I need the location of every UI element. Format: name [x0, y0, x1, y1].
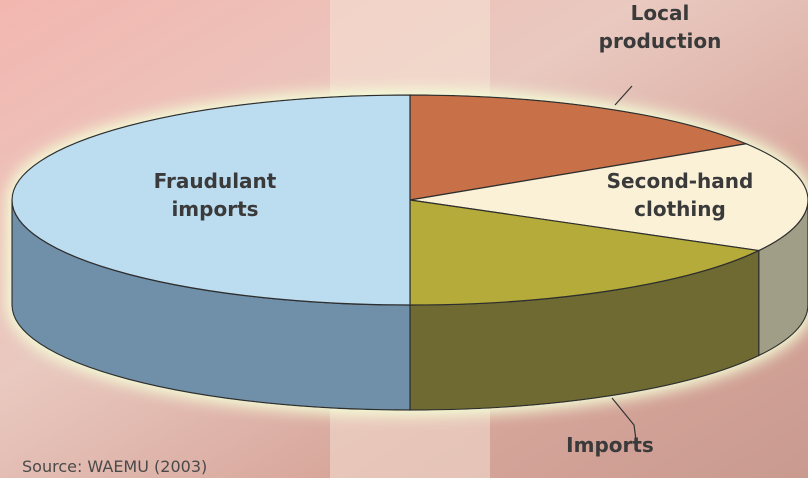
source: Source: WAEMU (2003): [22, 457, 207, 476]
labels: Local production Second-hand clothing Import…: [154, 1, 754, 457]
slice-label: Fraudulant imports: [154, 169, 277, 221]
pie-slice: [409, 94, 749, 201]
leader-line: [614, 85, 633, 106]
leader-line: [611, 397, 637, 441]
pie-slice: [11, 94, 411, 306]
slice-label: Imports: [566, 433, 654, 457]
pie: [11, 94, 808, 411]
slice-label: Local production: [599, 1, 722, 53]
pie-slice: [409, 199, 761, 306]
slice-label: Second-hand clothing: [607, 169, 754, 221]
